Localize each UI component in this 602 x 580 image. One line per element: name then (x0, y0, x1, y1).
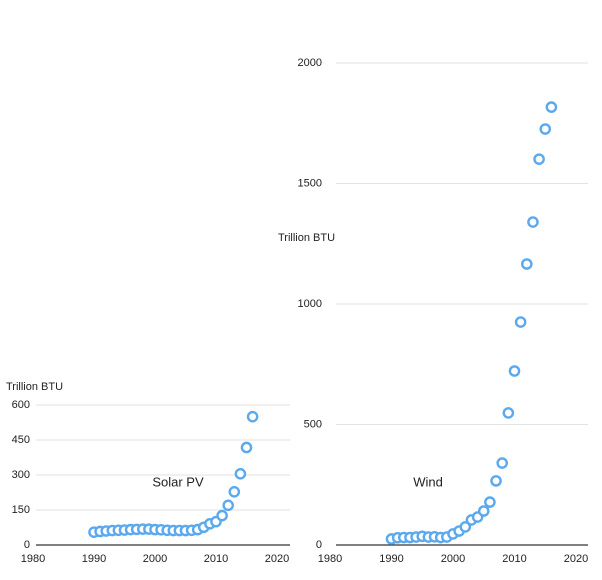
point (508, 365, 521, 377)
x-tick-label: 2000 (441, 553, 465, 565)
point (527, 216, 539, 228)
point (496, 457, 509, 469)
y-tick-label: 300 (12, 469, 30, 481)
y-axis-title: Trillion BTU (278, 232, 335, 244)
x-tick-label: 2010 (204, 553, 228, 565)
x-tick-label: 2010 (502, 553, 526, 565)
point (246, 410, 259, 423)
point (216, 509, 228, 522)
y-tick-label: 450 (12, 434, 30, 446)
series-label: Solar PV (152, 474, 204, 489)
y-tick-label: 500 (304, 418, 322, 430)
point (521, 258, 533, 270)
point (228, 485, 241, 498)
point (514, 316, 527, 328)
y-tick-label: 600 (12, 399, 30, 411)
point (539, 123, 552, 135)
y-tick-label: 0 (24, 539, 30, 551)
point (502, 407, 515, 419)
x-tick-label: 2020 (564, 553, 588, 565)
point (484, 496, 496, 508)
point (234, 468, 247, 480)
series-label: Wind (413, 474, 443, 489)
y-tick-label: 2000 (298, 57, 322, 69)
point (459, 521, 472, 533)
point (240, 441, 253, 454)
point (222, 499, 234, 512)
point (533, 153, 545, 165)
x-tick-label: 1990 (379, 553, 403, 565)
point (477, 505, 490, 517)
y-tick-label: 150 (12, 504, 30, 516)
x-tick-label: 2020 (265, 553, 289, 565)
x-tick-label: 1980 (318, 553, 342, 565)
y-tick-label: 0 (316, 539, 322, 551)
point (490, 475, 502, 487)
y-axis-title: Trillion BTU (6, 381, 63, 393)
x-tick-label: 1990 (82, 553, 106, 565)
point (545, 101, 558, 113)
x-tick-label: 1980 (21, 553, 45, 565)
y-tick-label: 1000 (298, 298, 322, 310)
x-tick-label: 2000 (143, 553, 167, 565)
y-tick-label: 1500 (298, 177, 322, 189)
